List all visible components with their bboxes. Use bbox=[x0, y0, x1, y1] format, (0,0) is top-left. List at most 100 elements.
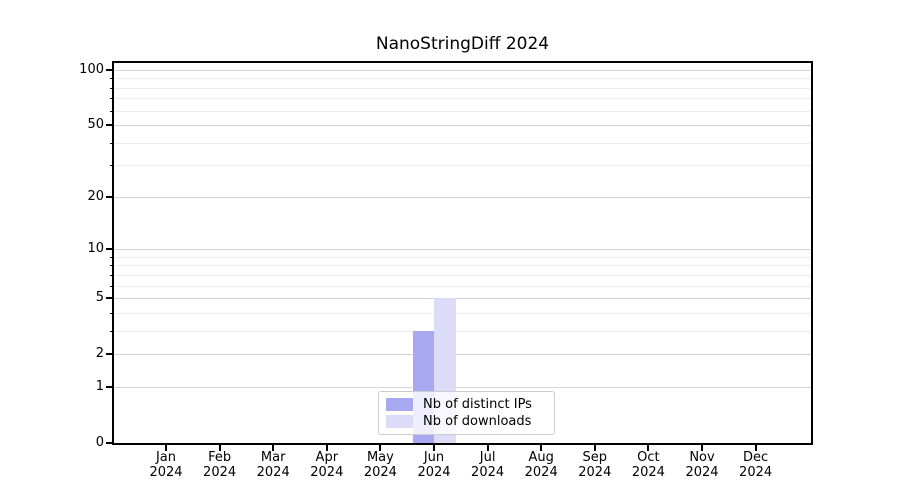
plot-inner bbox=[114, 63, 811, 443]
x-tick-month: May bbox=[366, 450, 394, 465]
gridline-minor bbox=[114, 87, 811, 89]
x-tick-label: Mar 2024 bbox=[233, 450, 313, 480]
x-tick-year: 2024 bbox=[631, 465, 665, 480]
x-tick-year: 2024 bbox=[739, 465, 773, 480]
x-tick-mark bbox=[218, 445, 221, 451]
x-tick-mark bbox=[486, 445, 489, 451]
x-tick-month: Jun bbox=[423, 450, 445, 465]
x-tick-label: Jun 2024 bbox=[394, 450, 474, 480]
y-minor-tick-mark bbox=[110, 274, 114, 276]
x-tick-label: Jan 2024 bbox=[126, 450, 206, 480]
x-tick-label: May 2024 bbox=[340, 450, 420, 480]
y-minor-tick-mark bbox=[110, 98, 114, 100]
x-tick-year: 2024 bbox=[471, 465, 505, 480]
x-tick-month: Aug bbox=[528, 450, 554, 465]
y-tick-label: 20 bbox=[87, 188, 104, 204]
y-tick-label: 50 bbox=[87, 117, 104, 133]
x-tick-label: Aug 2024 bbox=[501, 450, 581, 480]
x-tick-year: 2024 bbox=[417, 465, 451, 480]
x-tick-label: Apr 2024 bbox=[287, 450, 367, 480]
y-tick-label: 0 bbox=[95, 435, 104, 450]
x-tick-year: 2024 bbox=[524, 465, 558, 480]
y-tick-mark bbox=[106, 248, 112, 251]
x-tick-year: 2024 bbox=[578, 465, 612, 480]
x-tick-month: Nov bbox=[689, 450, 715, 465]
y-tick-label: 5 bbox=[95, 290, 104, 306]
x-tick-label: Feb 2024 bbox=[180, 450, 260, 480]
gridline-major bbox=[114, 298, 811, 300]
gridline-minor bbox=[114, 256, 811, 258]
x-tick-year: 2024 bbox=[310, 465, 344, 480]
gridline-minor bbox=[114, 330, 811, 332]
y-tick-mark bbox=[106, 353, 112, 356]
x-tick-month: Jul bbox=[479, 450, 496, 465]
legend-item-distinct-ips: Nb of distinct IPs bbox=[386, 397, 546, 412]
x-tick-mark bbox=[540, 445, 543, 451]
x-tick-month: Mar bbox=[260, 450, 286, 465]
gridline-major bbox=[114, 249, 811, 251]
y-minor-tick-mark bbox=[110, 87, 114, 89]
x-tick-mark bbox=[325, 445, 328, 451]
y-minor-tick-mark bbox=[110, 142, 114, 144]
y-tick-mark bbox=[106, 442, 112, 444]
x-tick-year: 2024 bbox=[685, 465, 719, 480]
x-tick-year: 2024 bbox=[363, 465, 397, 480]
x-tick-month: Feb bbox=[208, 450, 232, 465]
plot-area bbox=[112, 61, 813, 445]
y-tick-mark bbox=[106, 385, 112, 388]
y-minor-tick-mark bbox=[110, 265, 114, 267]
x-tick-mark bbox=[379, 445, 382, 451]
gridline-minor bbox=[114, 142, 811, 144]
x-tick-month: Apr bbox=[315, 450, 339, 465]
legend-label-downloads: Nb of downloads bbox=[423, 414, 532, 429]
legend-swatch-downloads bbox=[386, 415, 413, 428]
gridline-minor bbox=[114, 78, 811, 80]
x-tick-mark bbox=[272, 445, 275, 451]
x-tick-mark bbox=[701, 445, 703, 451]
x-tick-year: 2024 bbox=[203, 465, 237, 480]
y-tick-mark bbox=[106, 195, 112, 198]
x-tick-mark bbox=[754, 445, 757, 451]
gridline-major bbox=[114, 354, 811, 356]
x-tick-label: Oct 2024 bbox=[608, 450, 688, 480]
gridline-minor bbox=[114, 98, 811, 100]
x-tick-mark bbox=[165, 445, 167, 451]
gridline-minor bbox=[114, 312, 811, 314]
legend: Nb of distinct IPs Nb of downloads bbox=[378, 391, 555, 435]
chart-title: NanoStringDiff 2024 bbox=[375, 34, 550, 54]
y-minor-tick-mark bbox=[110, 110, 114, 112]
x-tick-month: Jan bbox=[155, 450, 177, 465]
x-tick-year: 2024 bbox=[256, 465, 290, 480]
x-tick-mark bbox=[647, 445, 650, 451]
gridline-minor bbox=[114, 110, 811, 112]
y-minor-tick-mark bbox=[110, 165, 114, 167]
y-minor-tick-mark bbox=[110, 312, 114, 314]
y-minor-tick-mark bbox=[110, 285, 114, 287]
y-tick-label: 1 bbox=[95, 378, 104, 394]
gridline-minor bbox=[114, 285, 811, 287]
gridline-minor bbox=[114, 165, 811, 167]
y-tick-label: 10 bbox=[87, 241, 104, 257]
y-tick-label: 2 bbox=[95, 346, 104, 362]
legend-label-distinct-ips: Nb of distinct IPs bbox=[423, 397, 532, 412]
gridline-major bbox=[114, 125, 811, 127]
legend-item-downloads: Nb of downloads bbox=[386, 414, 546, 429]
y-tick-mark bbox=[106, 297, 112, 300]
x-tick-year: 2024 bbox=[149, 465, 183, 480]
y-tick-mark bbox=[106, 124, 112, 127]
gridline-minor bbox=[114, 265, 811, 267]
y-tick-mark bbox=[106, 69, 112, 71]
x-tick-mark bbox=[593, 445, 596, 451]
gridline-minor bbox=[114, 274, 811, 276]
y-tick-label: 100 bbox=[79, 62, 104, 77]
gridline-major bbox=[114, 196, 811, 198]
x-tick-label: Nov 2024 bbox=[662, 450, 742, 480]
gridline-major bbox=[114, 386, 811, 388]
gridline-major bbox=[114, 70, 811, 71]
y-minor-tick-mark bbox=[110, 330, 114, 332]
y-minor-tick-mark bbox=[110, 78, 114, 80]
x-tick-label: Sep 2024 bbox=[555, 450, 635, 480]
x-tick-label: Jul 2024 bbox=[448, 450, 528, 480]
x-tick-label: Dec 2024 bbox=[716, 450, 796, 480]
